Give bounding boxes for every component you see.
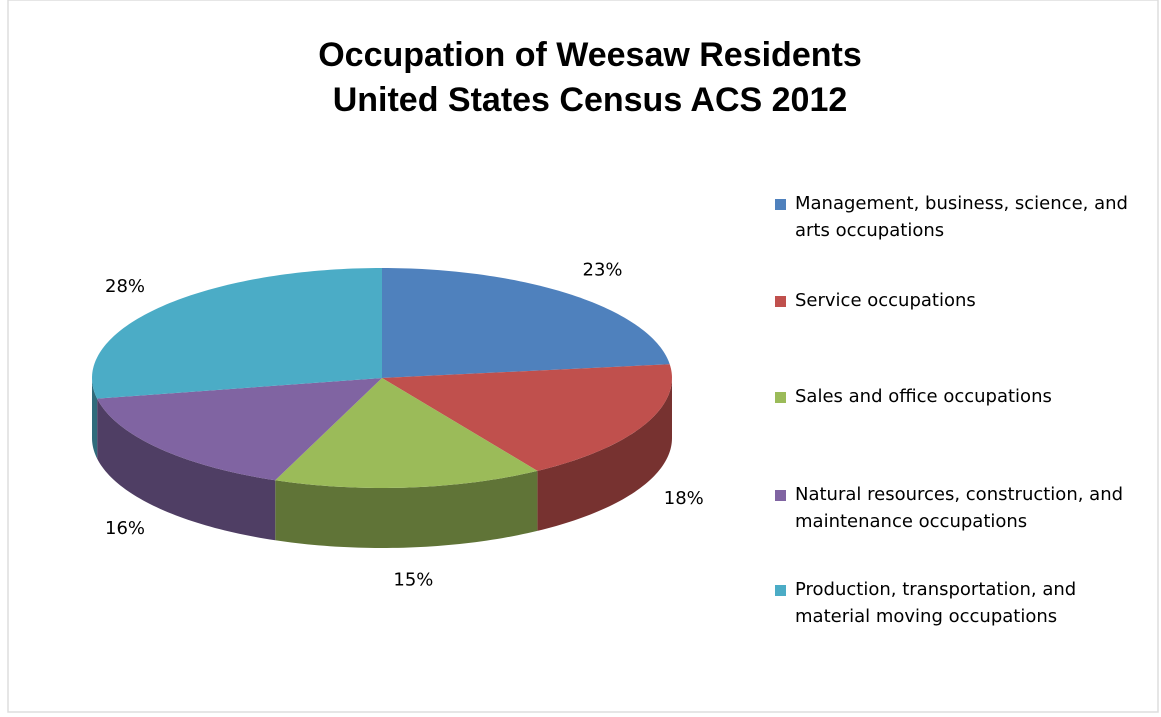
slice xyxy=(382,364,672,471)
legend-item: Natural resources, construction, and mai… xyxy=(775,481,1155,535)
slice xyxy=(97,378,383,481)
data-label: 28% xyxy=(105,276,145,297)
frame xyxy=(7,0,1159,713)
slice-side xyxy=(537,378,672,531)
chart-title: Occupation of Weesaw Residents xyxy=(318,36,862,74)
legend-item: Sales and office occupations xyxy=(775,383,1155,410)
slice-side xyxy=(275,470,538,548)
slice xyxy=(275,378,538,488)
legend-swatch xyxy=(775,296,786,307)
slice-side xyxy=(97,398,276,541)
legend-item: Management, business, science, and arts … xyxy=(775,190,1155,244)
legend-label: Management, business, science, and arts … xyxy=(795,193,1128,241)
legend-swatch xyxy=(775,392,786,403)
legend-label: Sales and office occupations xyxy=(795,386,1052,407)
legend-label: Service occupations xyxy=(795,290,976,311)
data-label: 18% xyxy=(664,488,704,509)
legend-item: Production, transportation, and material… xyxy=(775,576,1155,630)
legend-item: Service occupations xyxy=(775,287,1155,314)
legend-label: Production, transportation, and material… xyxy=(795,579,1077,627)
slice xyxy=(92,268,382,399)
data-label: 23% xyxy=(583,260,623,281)
legend-swatch xyxy=(775,490,786,501)
slice xyxy=(382,268,670,378)
chart-subtitle: United States Census ACS 2012 xyxy=(333,81,848,119)
legend-swatch xyxy=(775,585,786,596)
data-label: 15% xyxy=(393,569,433,590)
legend-swatch xyxy=(775,199,786,210)
legend-label: Natural resources, construction, and mai… xyxy=(795,484,1124,532)
data-label: 16% xyxy=(105,518,145,539)
slice-side xyxy=(92,378,98,459)
